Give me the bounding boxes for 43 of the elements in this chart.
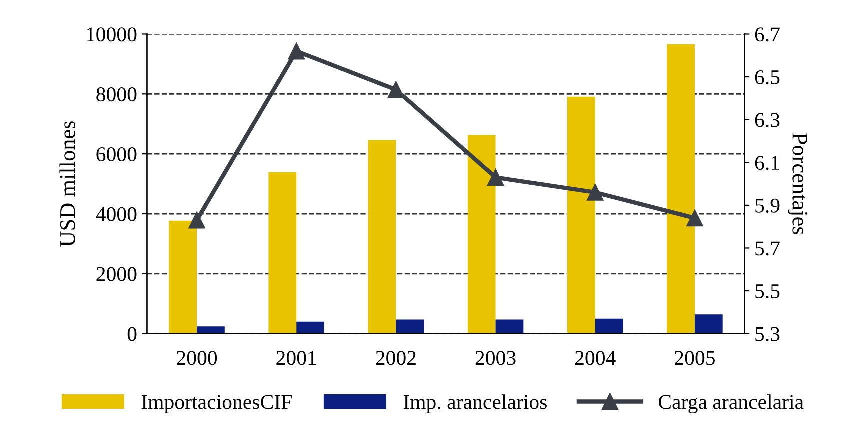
bar: [694, 314, 723, 334]
y-tick-label: 8000: [96, 88, 137, 102]
bar: [396, 320, 424, 334]
bar: [368, 140, 396, 334]
point: [587, 184, 604, 201]
x-tick-label: 2003: [476, 351, 516, 366]
y2-tick-label: 6.1: [755, 156, 780, 170]
y2-tick-label: 6.3: [755, 113, 780, 128]
y-tick-label: 6000: [96, 147, 137, 162]
legend-label: Imp. arancelarios: [404, 394, 547, 414]
point: [487, 169, 504, 186]
legend-label: ImportacionesCIF: [142, 395, 292, 414]
x-tick-label: 2000: [177, 351, 218, 366]
point: [686, 210, 704, 227]
bar: [567, 96, 596, 334]
y2-tick-label: 6.5: [755, 70, 780, 85]
y-tick-label: 4000: [96, 207, 137, 222]
bar: [667, 44, 695, 334]
bar: [268, 172, 297, 334]
y2-axis-title: Porcentajes: [788, 133, 808, 234]
y2-tick-label: 5.3: [756, 327, 780, 342]
point: [388, 82, 405, 98]
x-tick-label: 2005: [675, 351, 715, 366]
x-tick-label: 2002: [376, 351, 416, 366]
bar: [468, 135, 496, 334]
y-tick-label: 0: [128, 327, 137, 342]
x-tick-label: 2001: [276, 351, 316, 366]
y2-tick-label: 5.5: [756, 284, 780, 299]
y-axis-title: USD millones: [60, 122, 76, 247]
y-tick-label: 10000: [87, 28, 137, 42]
y2-tick-label: 5.7: [756, 242, 780, 256]
bar: [595, 318, 624, 334]
legend-label: Carga arancelaria: [658, 394, 804, 414]
x-tick-label: 2004: [575, 351, 616, 366]
bar: [169, 220, 198, 334]
point: [188, 212, 206, 229]
point: [288, 43, 305, 60]
bar: [496, 320, 524, 334]
y2-tick-label: 5.9: [756, 198, 780, 213]
y-tick-label: 2000: [96, 267, 137, 282]
bar: [197, 326, 225, 334]
y2-tick-label: 6.7: [755, 28, 780, 42]
bar: [296, 322, 324, 334]
